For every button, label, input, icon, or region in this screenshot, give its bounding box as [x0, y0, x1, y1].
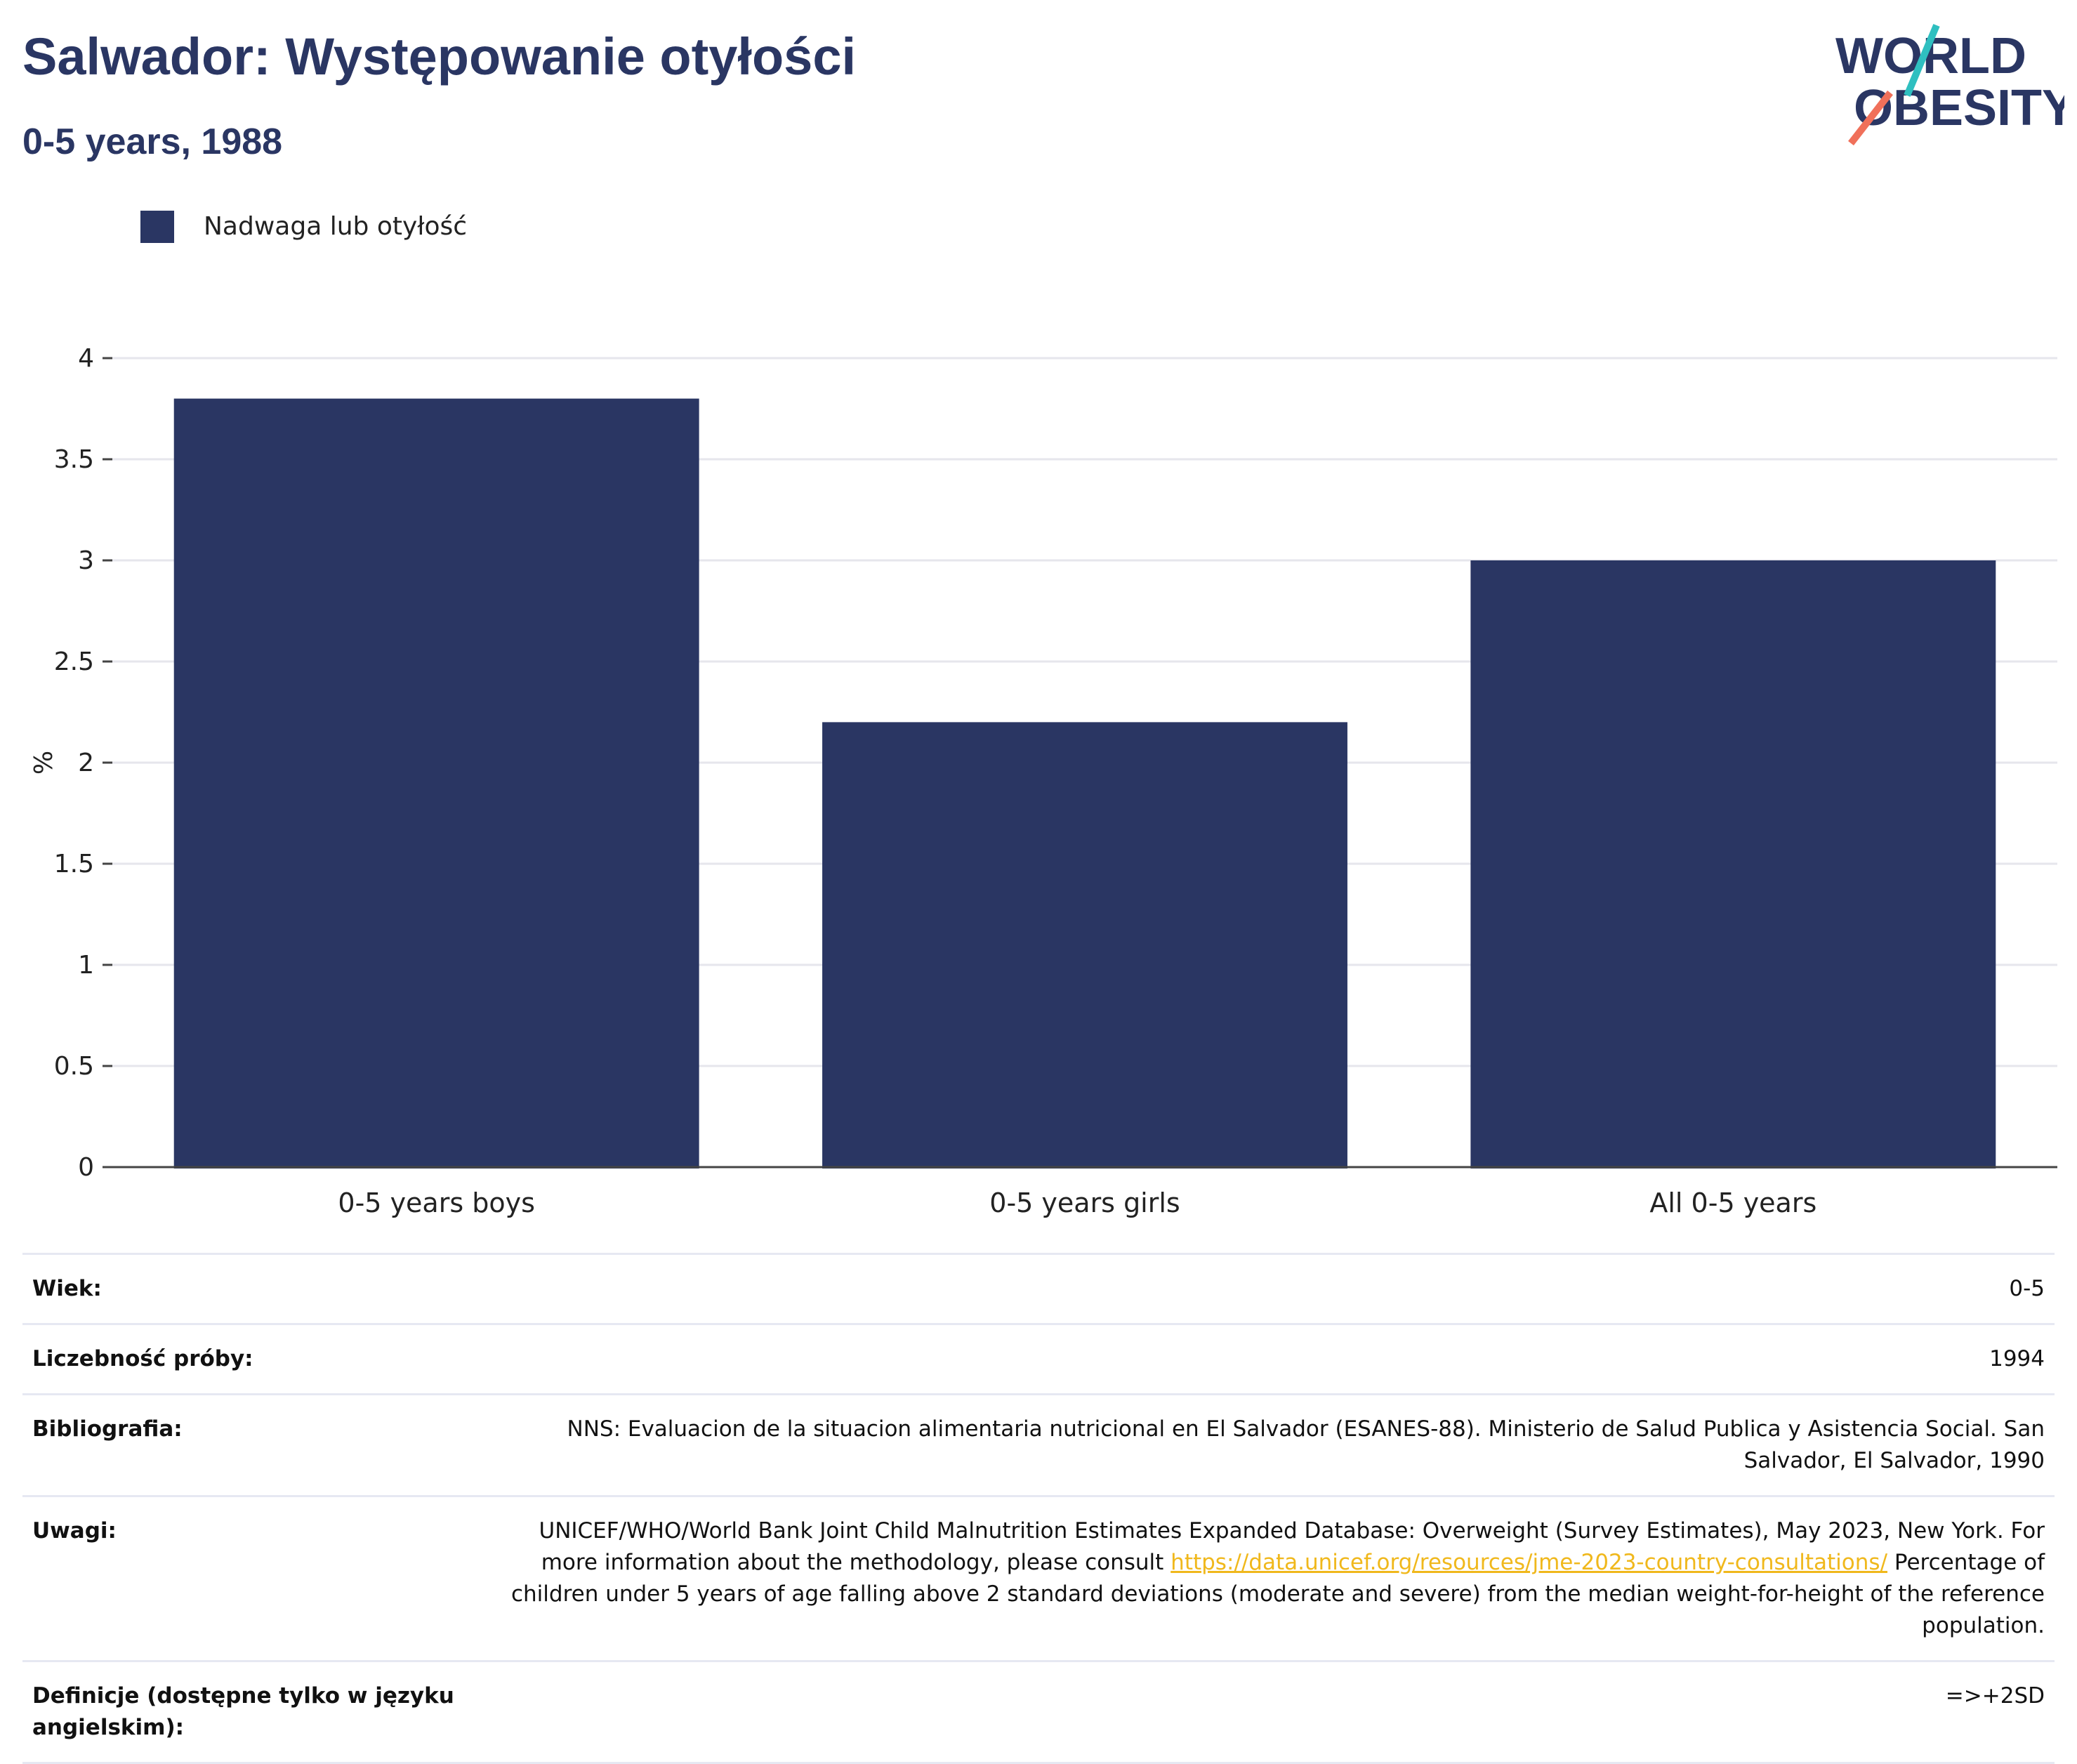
- x-category-label: All 0-5 years: [1649, 1187, 1816, 1218]
- metadata-key: Wiek:: [32, 1276, 102, 1301]
- metadata-value: 1994: [1989, 1346, 2045, 1371]
- logo-slash-teal: [1904, 24, 1940, 97]
- x-category-label: 0-5 years boys: [338, 1187, 534, 1218]
- y-axis-ticks: 0 0.5 1 1.5 2 2.5 3 3.5 4: [54, 344, 112, 1182]
- metadata-table: Wiek: 0-5 Liczebność próby: 1994 Bibliografi…: [22, 1253, 2055, 1764]
- y-tick-label: 3.5: [54, 445, 94, 474]
- y-tick-label: 1.5: [54, 850, 94, 878]
- metadata-value: 0-5: [2009, 1276, 2045, 1301]
- legend-swatch: [140, 211, 174, 243]
- bar[interactable]: [173, 398, 699, 1169]
- metadata-row: Definicje (dostępne tylko w języku angie…: [22, 1660, 2055, 1764]
- metadata-row: Wiek: 0-5: [22, 1253, 2055, 1323]
- bar[interactable]: [1470, 560, 1996, 1169]
- page-title: Salwador: Występowanie otyłości: [22, 27, 857, 86]
- legend-label: Nadwaga lub otyłość: [204, 212, 468, 241]
- metadata-key: Definicje (dostępne tylko w języku angie…: [32, 1683, 454, 1740]
- x-axis-labels: 0-5 years boys 0-5 years girls All 0-5 yea…: [338, 1187, 1816, 1218]
- metadata-value: NNS: Evaluacion de la situacion alimenta…: [567, 1416, 2045, 1473]
- y-tick-label: 3: [78, 546, 94, 575]
- y-axis-title: %: [29, 751, 58, 775]
- metadata-key: Liczebność próby:: [32, 1346, 253, 1371]
- logo-text-obesity: OBESITY: [1854, 80, 2064, 136]
- y-tick-label: 2.5: [54, 647, 94, 676]
- y-tick-label: 2: [78, 749, 94, 777]
- metadata-key: Uwagi:: [32, 1518, 117, 1544]
- y-tick-label: 0: [78, 1153, 94, 1182]
- methodology-link[interactable]: https://data.unicef.org/resources/jme-20…: [1171, 1550, 1888, 1575]
- bar[interactable]: [822, 722, 1347, 1169]
- page-subtitle: 0-5 years, 1988: [22, 121, 283, 162]
- logo-slash-coral: [1848, 90, 1893, 146]
- x-category-label: 0-5 years girls: [989, 1187, 1180, 1218]
- y-tick-label: 0.5: [54, 1052, 94, 1081]
- metadata-row: Liczebność próby: 1994: [22, 1323, 2055, 1393]
- metadata-value: UNICEF/WHO/World Bank Joint Child Malnut…: [510, 1518, 2045, 1638]
- world-obesity-logo: WORLD OBESITY: [1835, 24, 2064, 146]
- metadata-key: Bibliografia:: [32, 1416, 183, 1442]
- y-tick-label: 4: [78, 344, 94, 373]
- bars: [173, 398, 1996, 1169]
- bar-chart: 00.511.522.533.54 0-5 years boys 0-5 year…: [29, 344, 2057, 1218]
- metadata-value: =>+2SD: [1945, 1683, 2045, 1709]
- y-tick-label: 1: [78, 951, 94, 980]
- metadata-row: Uwagi: UNICEF/WHO/World Bank Joint Child …: [22, 1495, 2055, 1660]
- metadata-row: Bibliografia: NNS: Evaluacion de la situa…: [22, 1393, 2055, 1495]
